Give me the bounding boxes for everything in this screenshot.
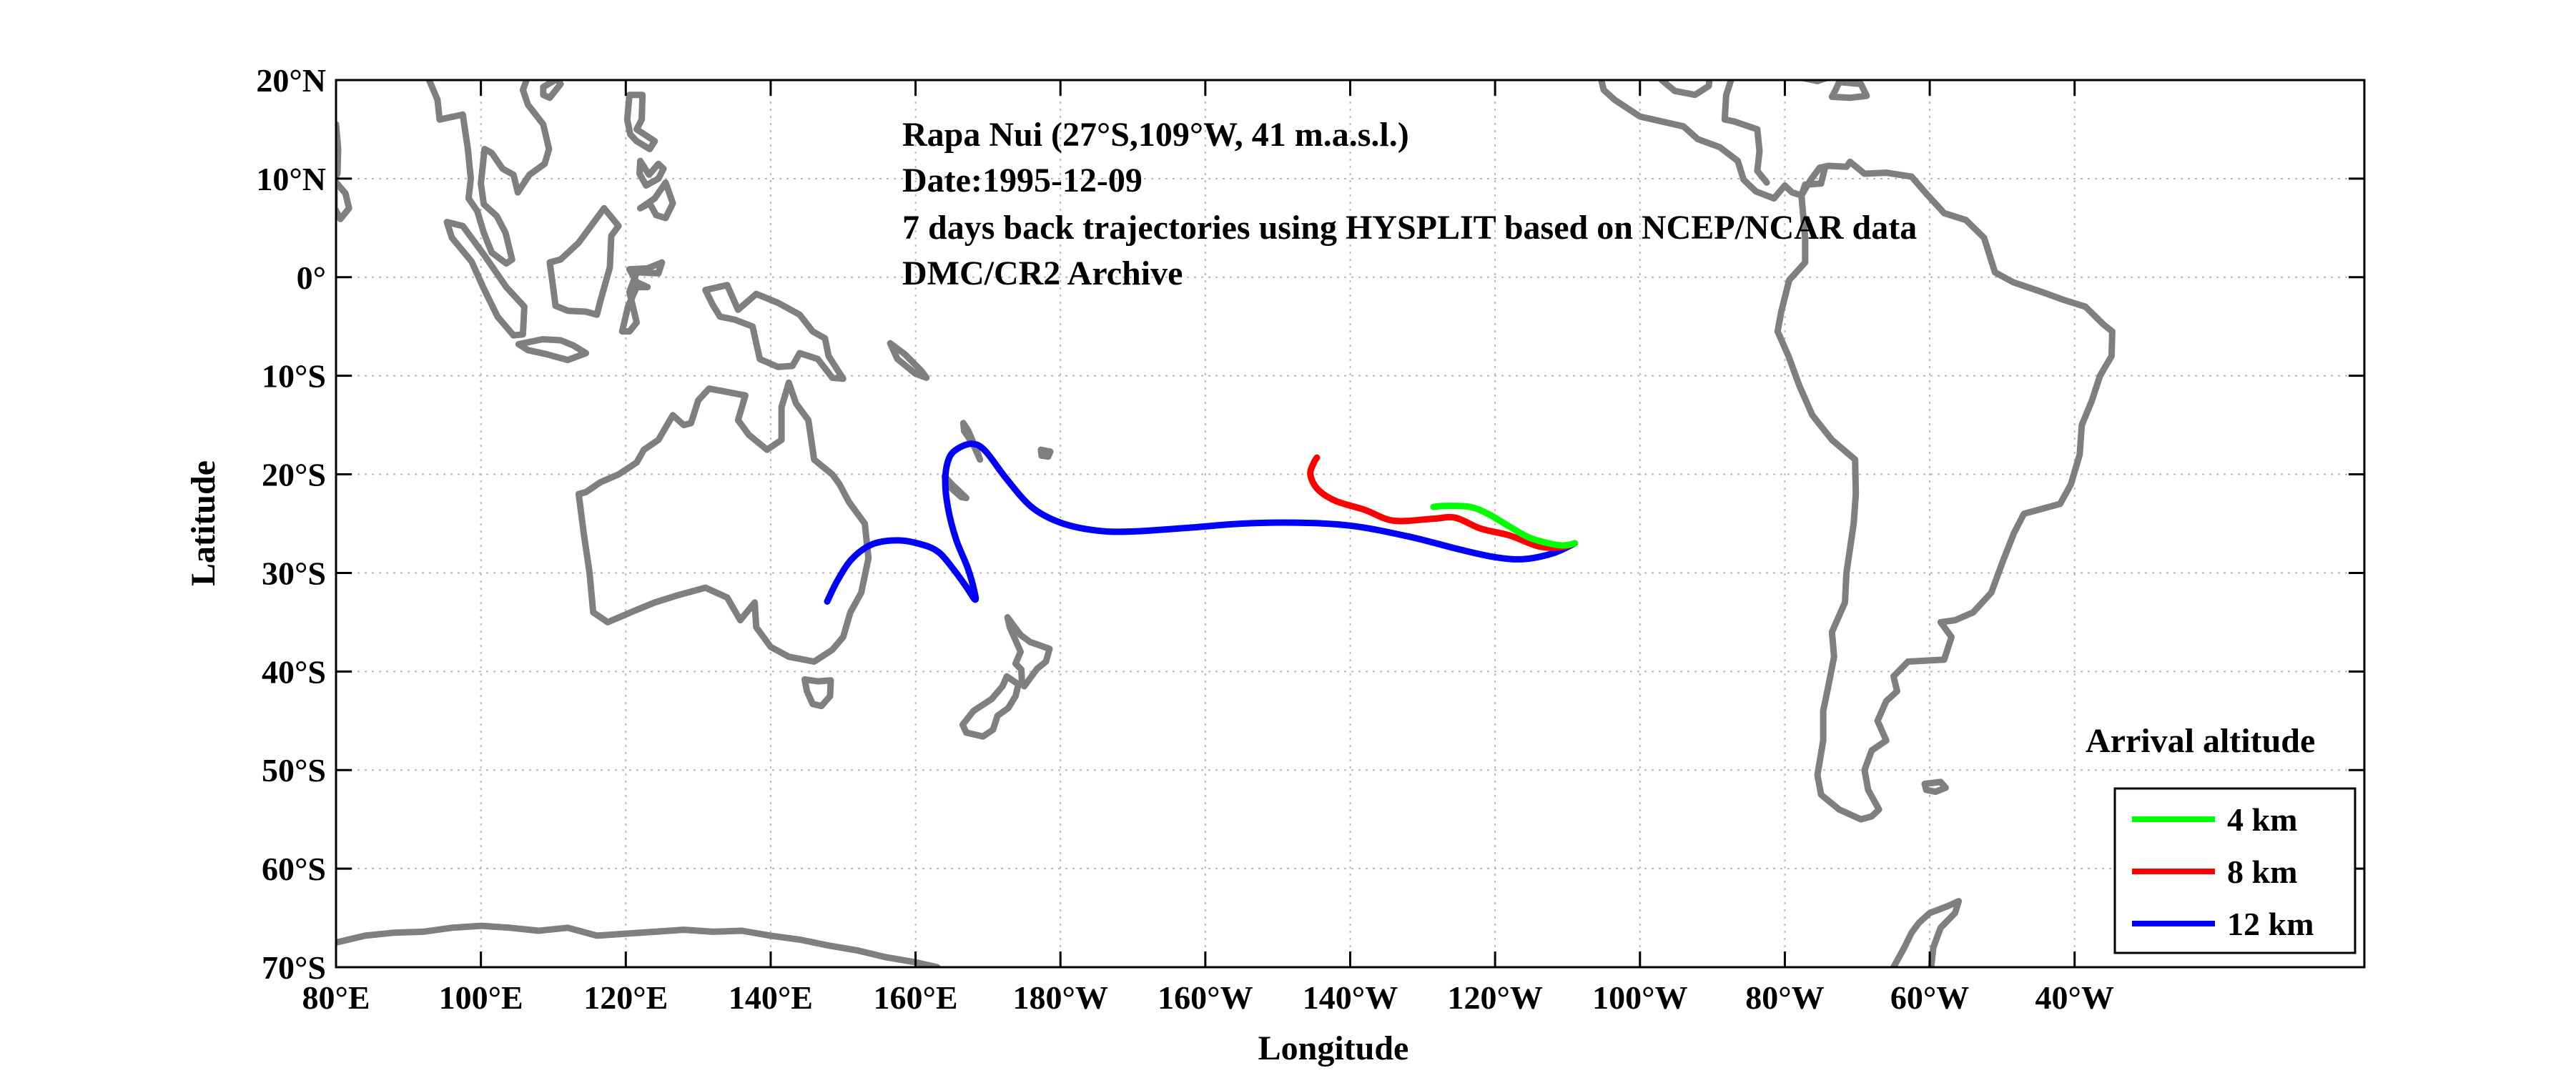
- legend: Arrival altitude 4 km 8 km 12 km: [2086, 722, 2357, 954]
- coastline-new-zealand-south: [959, 673, 1022, 740]
- coastline-southeast-asia: [425, 80, 553, 267]
- coastline-australia: [575, 379, 872, 665]
- x-tick-label: 120°E: [583, 979, 668, 1016]
- coastline-falklands: [1921, 778, 1949, 796]
- x-tick-label: 140°E: [729, 979, 813, 1016]
- x-tick-label: 60°W: [1890, 979, 1969, 1016]
- coastline-antarctica: [336, 922, 941, 967]
- coastline-hispaniola: [1828, 80, 1870, 102]
- x-tick-label: 180°W: [1013, 979, 1108, 1016]
- coastline-solomon-islands: [887, 340, 930, 381]
- x-tick-label: 160°E: [874, 979, 958, 1016]
- y-tick-labels: 20°N 10°N 0° 10°S 20°S 30°S 40°S 50°S 60°S 70°S: [256, 62, 326, 986]
- trajectory-lines: [824, 440, 1579, 605]
- coastline-tasmania: [801, 676, 834, 710]
- x-tick-label: 160°W: [1158, 979, 1253, 1016]
- coastline-cuba: [1800, 80, 1829, 84]
- coastline-fiji: [1037, 446, 1054, 460]
- x-axis-title: Longitude: [1258, 1029, 1409, 1067]
- x-tick-label: 120°W: [1447, 979, 1542, 1016]
- coastline-philippines-mindanao: [637, 179, 676, 222]
- coastline-sumatra: [443, 219, 528, 339]
- map-plot-area: [335, 0, 2366, 969]
- coastline-south-america: [1774, 158, 2116, 823]
- coastline-philippines-luzon: [623, 92, 658, 152]
- x-tick-labels: 80°E 100°E 120°E 140°E 160°E 180°W 160°W 140°W 1…: [302, 979, 2113, 1016]
- legend-label-4km: 4 km: [2227, 801, 2297, 838]
- x-tick-label: 80°W: [1745, 979, 1824, 1016]
- y-tick-label: 10°S: [262, 358, 326, 395]
- y-tick-label: 20°N: [256, 62, 326, 99]
- coastline-taiwan: [627, 28, 639, 61]
- coastline-sri-lanka: [336, 177, 352, 222]
- info-text-block: Rapa Nui (27°S,109°W, 41 m.a.s.l.) Date:…: [902, 116, 1917, 292]
- y-tick-label: 70°S: [262, 949, 326, 986]
- y-tick-label: 60°S: [262, 851, 326, 887]
- x-tick-label: 100°E: [439, 979, 523, 1016]
- info-line-archive: DMC/CR2 Archive: [902, 254, 1183, 292]
- coastline-caribbean-gulf: [1658, 80, 1770, 186]
- trajectory-12km: [824, 440, 1579, 605]
- coastline-china: [542, 0, 639, 76]
- legend-label-12km: 12 km: [2227, 906, 2314, 942]
- legend-label-8km: 8 km: [2227, 854, 2297, 890]
- coastline-vanuatu: [959, 420, 984, 463]
- coastline-north-america: [1598, 80, 1828, 202]
- y-tick-label: 10°N: [256, 161, 326, 197]
- coastlines: [336, 0, 2116, 967]
- x-tick-label: 80°E: [302, 979, 370, 1016]
- coastline-antarctic-peninsula: [1890, 898, 1963, 967]
- x-tick-label: 40°W: [2035, 979, 2114, 1016]
- x-tick-label: 140°W: [1303, 979, 1398, 1016]
- coastline-new-guinea: [702, 282, 847, 382]
- coastline-borneo: [546, 204, 622, 318]
- x-tick-label: 100°W: [1592, 979, 1687, 1016]
- coastline-asia-mainland: [336, 121, 342, 183]
- info-line-location: Rapa Nui (27°S,109°W, 41 m.a.s.l.): [902, 116, 1409, 154]
- y-tick-label: 50°S: [262, 752, 326, 788]
- coastline-philippines-visayas: [636, 157, 667, 189]
- y-tick-label: 40°S: [262, 653, 326, 690]
- y-tick-label: 0°: [297, 259, 326, 296]
- y-tick-label: 20°S: [262, 457, 326, 493]
- trajectory-8km: [1307, 454, 1579, 551]
- trajectory-4km: [1430, 503, 1579, 549]
- coastline-sulawesi: [618, 259, 666, 335]
- y-tick-label: 30°S: [262, 555, 326, 591]
- coastline-new-zealand-north: [1004, 614, 1053, 690]
- info-line-method: 7 days back trajectories using HYSPLIT b…: [902, 209, 1917, 247]
- info-line-date: Date:1995-12-09: [902, 162, 1143, 199]
- y-axis-title: Latitude: [184, 460, 222, 586]
- coastline-java: [515, 336, 590, 364]
- legend-title: Arrival altitude: [2086, 722, 2315, 760]
- tick-marks: [335, 79, 2364, 969]
